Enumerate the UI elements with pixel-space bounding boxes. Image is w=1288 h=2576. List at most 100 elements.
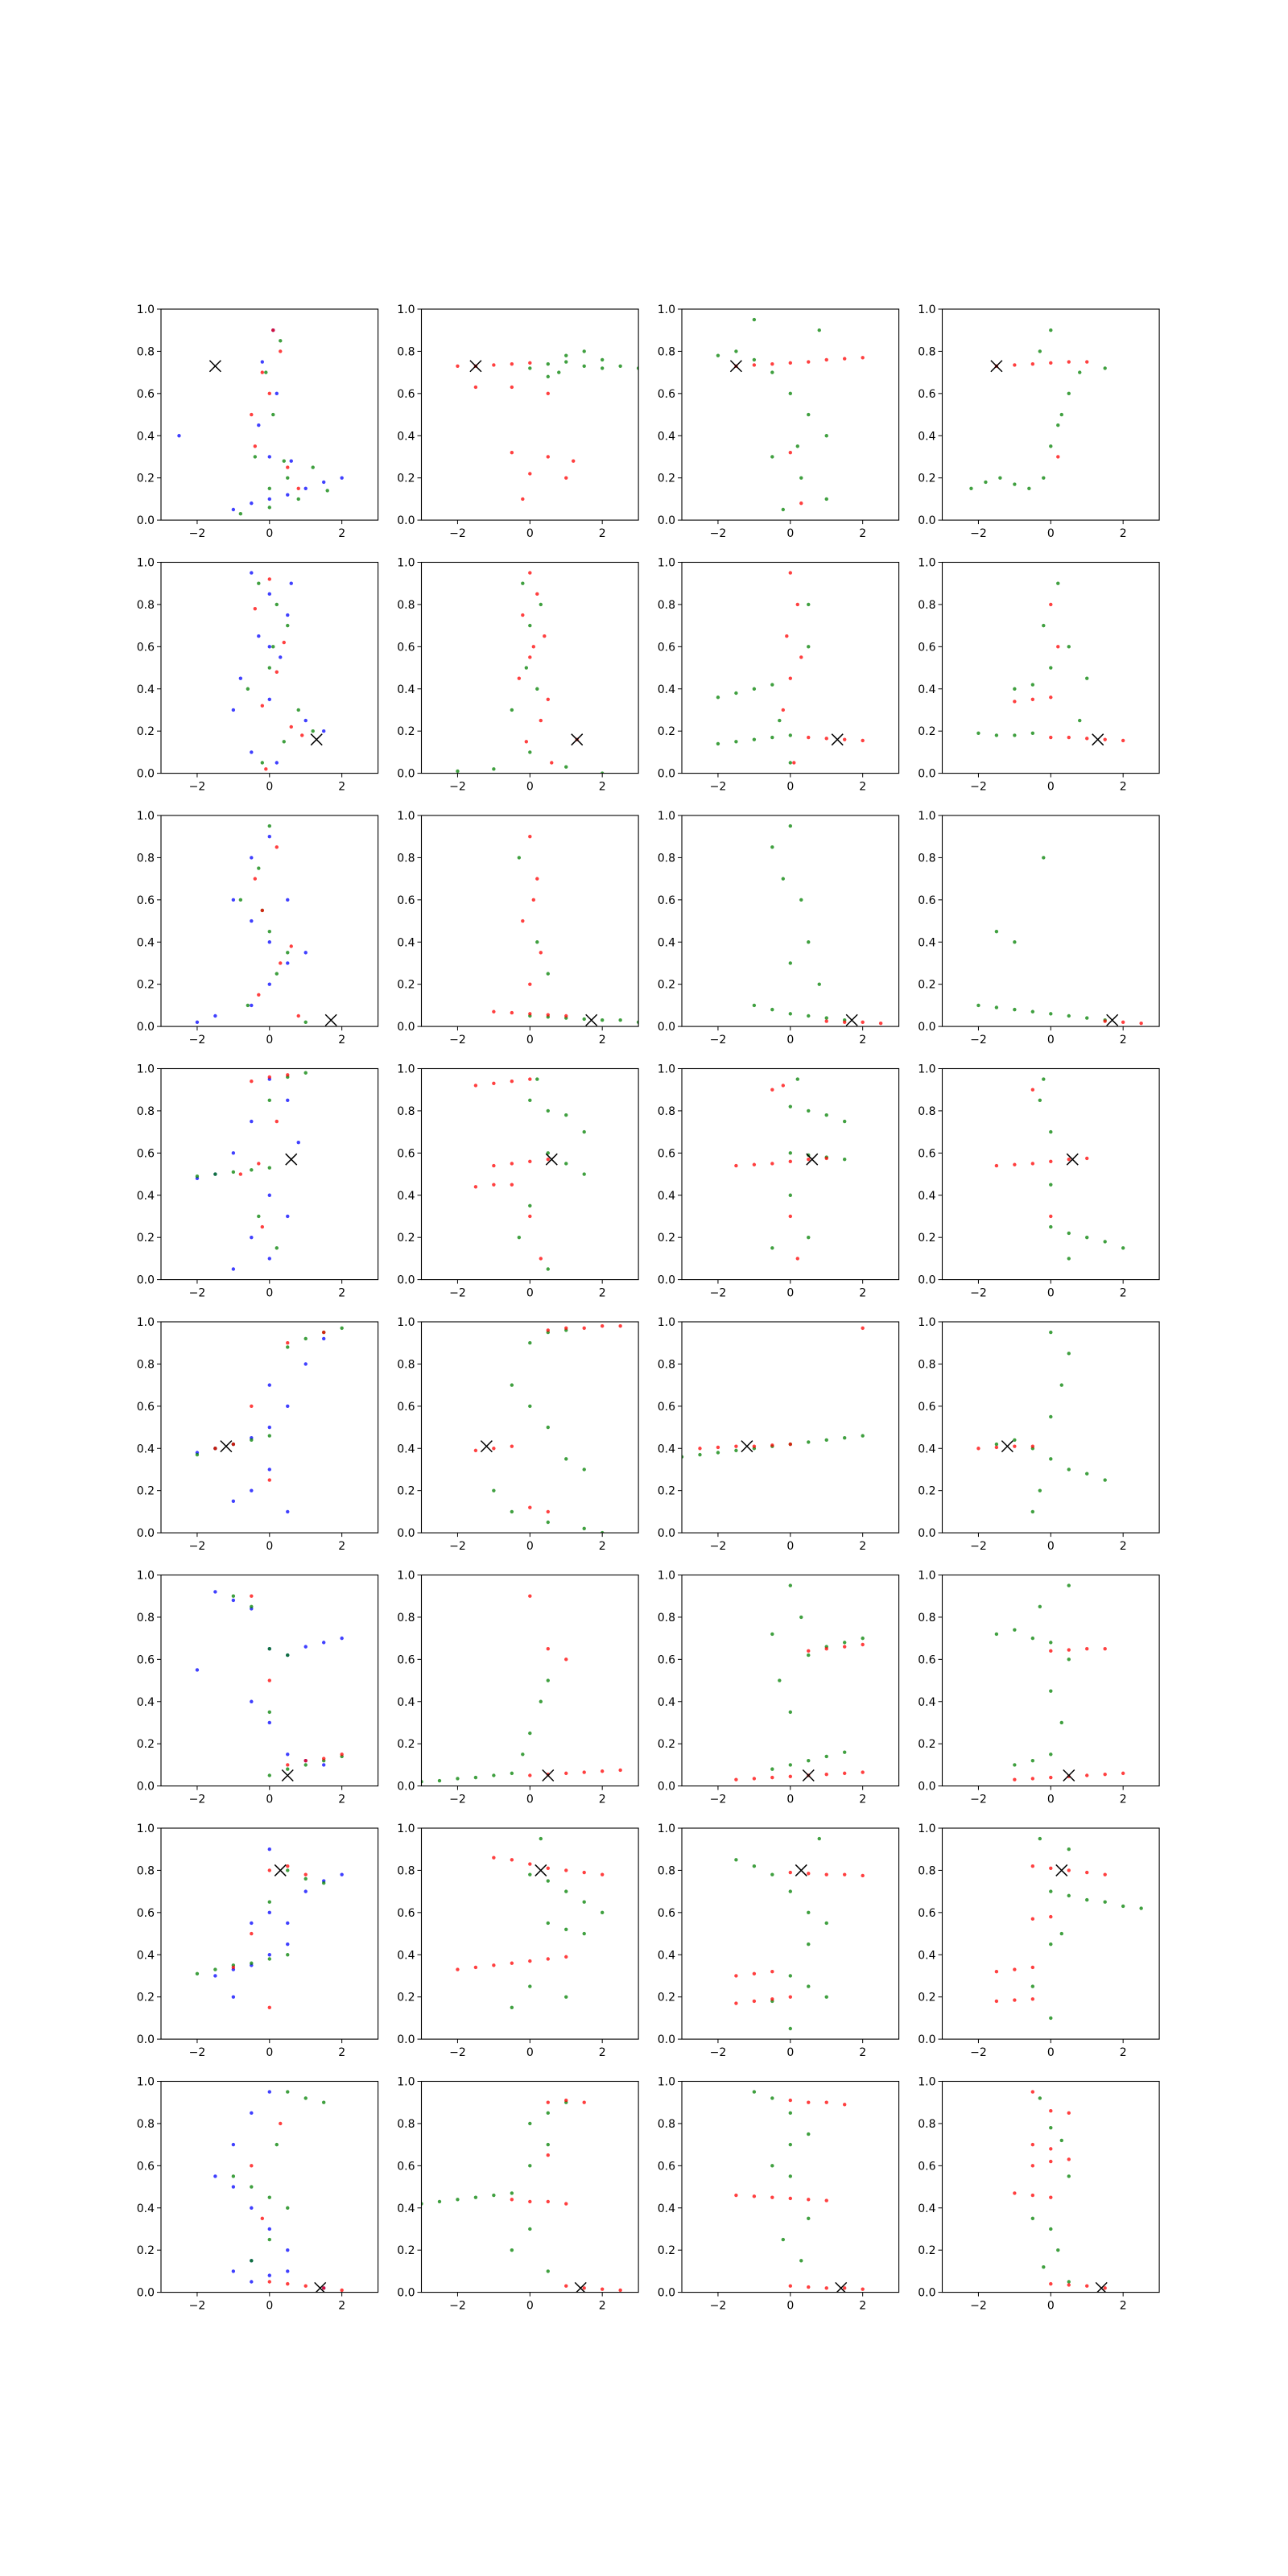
- scatter-point: [322, 2100, 326, 2104]
- scatter-point: [286, 2090, 290, 2094]
- scatter-point: [528, 1159, 532, 1164]
- subplot: −2 0 2 0.0 0.2 0.4 0.6 0.8 1.0: [658, 2076, 900, 2313]
- subplot: −2 0 2 0.0 0.2 0.4 0.6 0.8 1.0: [397, 557, 639, 794]
- scatter-point: [260, 360, 265, 364]
- y-tick-label: 0.8: [658, 1358, 675, 1371]
- scatter-point: [267, 2273, 271, 2277]
- scatter-point: [976, 1447, 980, 1451]
- x-tick-label: −2: [189, 1034, 206, 1046]
- scatter-point: [1030, 2216, 1035, 2221]
- y-tick-label: 1.0: [397, 1316, 415, 1329]
- scatter-point: [231, 1995, 236, 1999]
- scatter-point: [788, 676, 792, 680]
- y-tick-label: 0.4: [397, 1949, 415, 1962]
- scatter-point: [340, 476, 344, 480]
- y-tick-label: 0.8: [918, 345, 935, 358]
- scatter-point: [286, 1864, 290, 1868]
- scatter-point: [1049, 1183, 1053, 1187]
- y-tick-label: 0.2: [397, 2244, 415, 2257]
- scatter-point: [250, 412, 254, 417]
- plot-area: [421, 1594, 622, 1784]
- highlight-marker: [535, 1864, 547, 1876]
- scatter-point: [1078, 370, 1082, 374]
- scatter-point: [267, 1478, 271, 1482]
- plot-area: [716, 317, 865, 512]
- scatter-point: [778, 1678, 782, 1682]
- subplot: −2 0 2 0.0 0.2 0.4 0.6 0.8 1.0: [658, 810, 900, 1046]
- scatter-point: [213, 1013, 217, 1018]
- scatter-point: [250, 2164, 254, 2168]
- scatter-point: [264, 767, 268, 771]
- subplot: −2 0 2 0.0 0.2 0.4 0.6 0.8 1.0: [918, 2076, 1160, 2313]
- scatter-point: [535, 687, 539, 691]
- scatter-point: [770, 845, 774, 849]
- scatter-point: [303, 1362, 308, 1366]
- scatter-point: [250, 1961, 254, 1965]
- scatter-point: [231, 2174, 236, 2178]
- scatter-point: [752, 363, 757, 367]
- scatter-point: [582, 1900, 586, 1904]
- y-tick-label: 0.4: [397, 1443, 415, 1455]
- scatter-point: [546, 1013, 550, 1017]
- scatter-point: [275, 1246, 279, 1250]
- scatter-point: [752, 1162, 757, 1166]
- scatter-point: [257, 634, 261, 638]
- scatter-point: [1067, 2111, 1071, 2116]
- scatter-point: [1030, 1984, 1035, 1988]
- scatter-point: [528, 366, 532, 370]
- x-tick-label: 2: [599, 1794, 606, 1806]
- y-tick-label: 0.4: [137, 1190, 155, 1203]
- y-tick-label: 0.4: [918, 1190, 935, 1203]
- scatter-point: [267, 1900, 271, 1904]
- scatter-point: [546, 1957, 550, 1961]
- x-tick-label: 2: [859, 2046, 866, 2059]
- subplot: −2 0 2 0.0 0.2 0.4 0.6 0.8 1.0: [397, 1823, 639, 2059]
- scatter-point: [1030, 1509, 1035, 1514]
- scatter-point: [528, 1203, 532, 1208]
- y-tick-label: 0.0: [397, 768, 415, 781]
- scatter-point: [260, 908, 265, 913]
- subplot: −2 0 2 0.0 0.2 0.4 0.6 0.8 1.0: [137, 1823, 379, 2059]
- scatter-point: [788, 1763, 792, 1767]
- scatter-point: [267, 2237, 271, 2242]
- y-tick-label: 1.0: [658, 1570, 675, 1583]
- y-tick-label: 0.2: [658, 1992, 675, 2004]
- scatter-point: [1049, 1914, 1053, 1919]
- scatter-point: [286, 476, 290, 480]
- y-tick-label: 0.0: [397, 1274, 415, 1287]
- scatter-point: [861, 1770, 865, 1774]
- scatter-point: [289, 581, 293, 585]
- scatter-point: [286, 1653, 290, 1657]
- scatter-point: [752, 1444, 757, 1448]
- y-tick-label: 0.6: [658, 388, 675, 401]
- y-tick-label: 0.2: [658, 979, 675, 992]
- y-tick-label: 0.8: [918, 1105, 935, 1118]
- scatter-point: [861, 738, 865, 743]
- scatter-point: [213, 1447, 217, 1451]
- scatter-point: [546, 1509, 550, 1514]
- scatter-point: [770, 1767, 774, 1771]
- scatter-point: [528, 1098, 532, 1103]
- y-tick-label: 0.0: [658, 514, 675, 527]
- plot-area: [177, 328, 344, 516]
- scatter-point: [546, 1879, 550, 1883]
- scatter-point: [843, 1872, 847, 1876]
- scatter-point: [807, 645, 811, 649]
- scatter-point: [1103, 1240, 1107, 1244]
- y-tick-label: 0.8: [137, 2118, 155, 2131]
- scatter-point: [788, 2284, 792, 2288]
- scatter-point: [807, 1653, 811, 1657]
- scatter-point: [492, 363, 496, 367]
- highlight-marker: [310, 733, 323, 746]
- scatter-point: [528, 1077, 532, 1081]
- x-tick-label: −2: [710, 527, 727, 540]
- y-tick-label: 0.2: [397, 979, 415, 992]
- scatter-point: [799, 898, 803, 902]
- x-tick-label: 0: [266, 1287, 273, 1300]
- scatter-point: [807, 1440, 811, 1444]
- scatter-point: [250, 1404, 254, 1409]
- scatter-point: [799, 1615, 803, 1620]
- scatter-point: [286, 1942, 290, 1946]
- scatter-point: [325, 489, 329, 493]
- scatter-point: [1049, 1224, 1053, 1229]
